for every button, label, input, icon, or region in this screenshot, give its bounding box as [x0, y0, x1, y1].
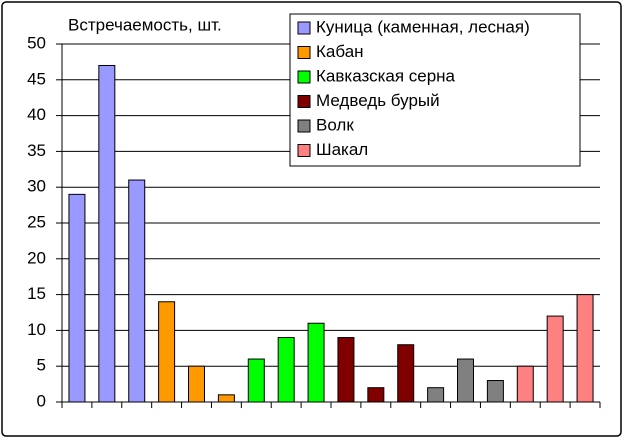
bar — [217, 394, 235, 403]
y-tick-label: 45 — [27, 69, 46, 88]
legend-label: Кабан — [316, 42, 364, 61]
bar — [98, 64, 116, 403]
bar — [307, 322, 325, 403]
bar — [337, 337, 355, 403]
bar — [486, 380, 504, 403]
y-tick-label: 15 — [27, 284, 46, 303]
y-tick-label: 5 — [37, 356, 46, 375]
bar — [516, 365, 534, 403]
legend-swatch — [297, 95, 311, 108]
y-tick-label: 50 — [27, 33, 46, 52]
legend-swatch — [297, 119, 311, 133]
bar — [128, 179, 146, 403]
bar — [158, 301, 176, 403]
y-tick-label: 35 — [27, 141, 46, 160]
legend-label: Шакал — [316, 140, 368, 159]
legend-swatch — [297, 46, 311, 59]
bar — [68, 193, 86, 403]
legend-label: Куница (каменная, лесная) — [316, 17, 530, 36]
bar — [367, 387, 385, 403]
y-tick-label: 30 — [27, 177, 46, 196]
bar — [277, 337, 295, 403]
y-tick-label: 20 — [27, 248, 46, 267]
bar — [457, 358, 474, 403]
legend-label: Медведь бурый — [316, 91, 440, 110]
legend-box — [289, 13, 581, 167]
bar — [427, 387, 445, 403]
chart-title: Встречаемость, шт. — [68, 15, 222, 34]
y-tick-label: 40 — [27, 105, 46, 124]
bar — [546, 315, 564, 403]
legend-label: Волк — [316, 115, 354, 134]
legend-swatch — [297, 21, 311, 35]
legend-label: Кавказская серна — [316, 66, 456, 85]
bar — [247, 358, 265, 403]
bar — [188, 365, 205, 403]
bar — [576, 294, 594, 403]
legend-swatch — [297, 144, 311, 157]
y-tick-label: 25 — [27, 212, 46, 231]
bar — [397, 344, 415, 403]
y-tick-label: 0 — [37, 391, 46, 410]
legend-swatch — [297, 70, 311, 84]
y-tick-label: 10 — [27, 320, 46, 339]
